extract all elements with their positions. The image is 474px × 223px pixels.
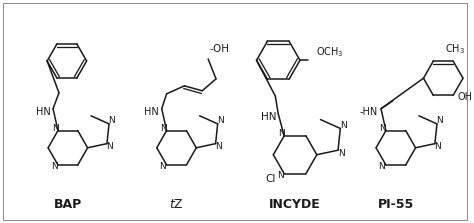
Text: N: N: [340, 121, 346, 130]
Text: N: N: [380, 124, 386, 133]
Text: INCYDE: INCYDE: [269, 198, 321, 211]
Text: N: N: [278, 129, 284, 138]
Text: N: N: [109, 116, 115, 125]
Text: N: N: [437, 116, 443, 125]
Text: HN: HN: [145, 107, 159, 117]
Text: N: N: [51, 163, 57, 171]
Text: N: N: [215, 142, 222, 151]
Text: CH$_3$: CH$_3$: [445, 42, 465, 56]
Text: BAP: BAP: [54, 198, 82, 211]
Text: N: N: [337, 149, 345, 158]
Text: Cl: Cl: [265, 174, 275, 184]
Text: -HN: -HN: [360, 107, 378, 117]
Text: HN: HN: [261, 112, 276, 122]
Text: N: N: [160, 124, 167, 133]
Text: N: N: [379, 163, 385, 171]
Text: N: N: [277, 171, 283, 180]
Text: N: N: [159, 163, 166, 171]
Text: $\it{t}$Z: $\it{t}$Z: [169, 198, 184, 211]
Text: N: N: [52, 124, 58, 133]
Text: HN: HN: [36, 107, 51, 117]
Text: OH: OH: [457, 92, 473, 102]
Text: N: N: [217, 116, 224, 125]
Text: N: N: [107, 142, 113, 151]
Text: PI-55: PI-55: [378, 198, 414, 211]
Text: -OH: -OH: [210, 44, 230, 54]
Text: N: N: [435, 142, 441, 151]
Text: OCH$_3$: OCH$_3$: [316, 45, 344, 59]
